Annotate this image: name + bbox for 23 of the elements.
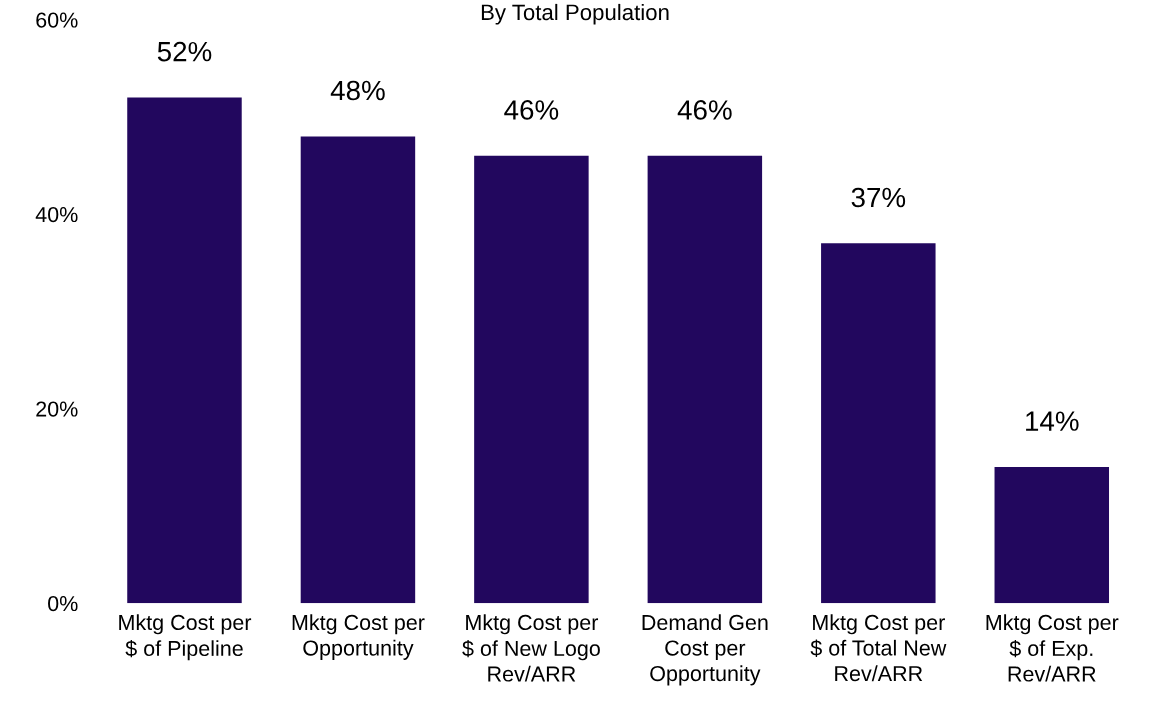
data-label: 14%	[1026, 411, 1079, 431]
x-tick-label: Mktg Cost per $ of Pipeline	[119, 614, 252, 661]
bar	[821, 243, 936, 604]
data-label: 52%	[157, 41, 212, 62]
bar	[300, 136, 416, 604]
x-tick-label: Mktg Cost per Opportunity	[292, 614, 425, 660]
y-tick-label: 0%	[48, 595, 78, 612]
data-label: 37%	[851, 187, 906, 208]
x-tick-label: Mktg Cost per $ of Total New Rev/ARR	[810, 614, 947, 682]
data-label: 46%	[504, 100, 559, 120]
bar	[127, 97, 242, 604]
bar	[647, 155, 763, 604]
chart-title: By Total Population	[481, 3, 669, 25]
x-tick-label: Mktg Cost per $ of Exp. Rev/ARR	[986, 614, 1119, 682]
bar	[994, 467, 1110, 604]
x-tick-label: Mktg Cost per $ of New Logo Rev/ARR	[462, 614, 600, 682]
data-label: 48%	[330, 80, 385, 101]
data-label: 46%	[677, 100, 732, 120]
x-tick-label: Demand Gen Cost per Opportunity	[642, 614, 768, 686]
bar	[474, 155, 589, 604]
y-tick-label: 40%	[35, 206, 78, 223]
y-tick-label: 60%	[36, 12, 78, 28]
y-tick-label: 20%	[36, 401, 78, 417]
